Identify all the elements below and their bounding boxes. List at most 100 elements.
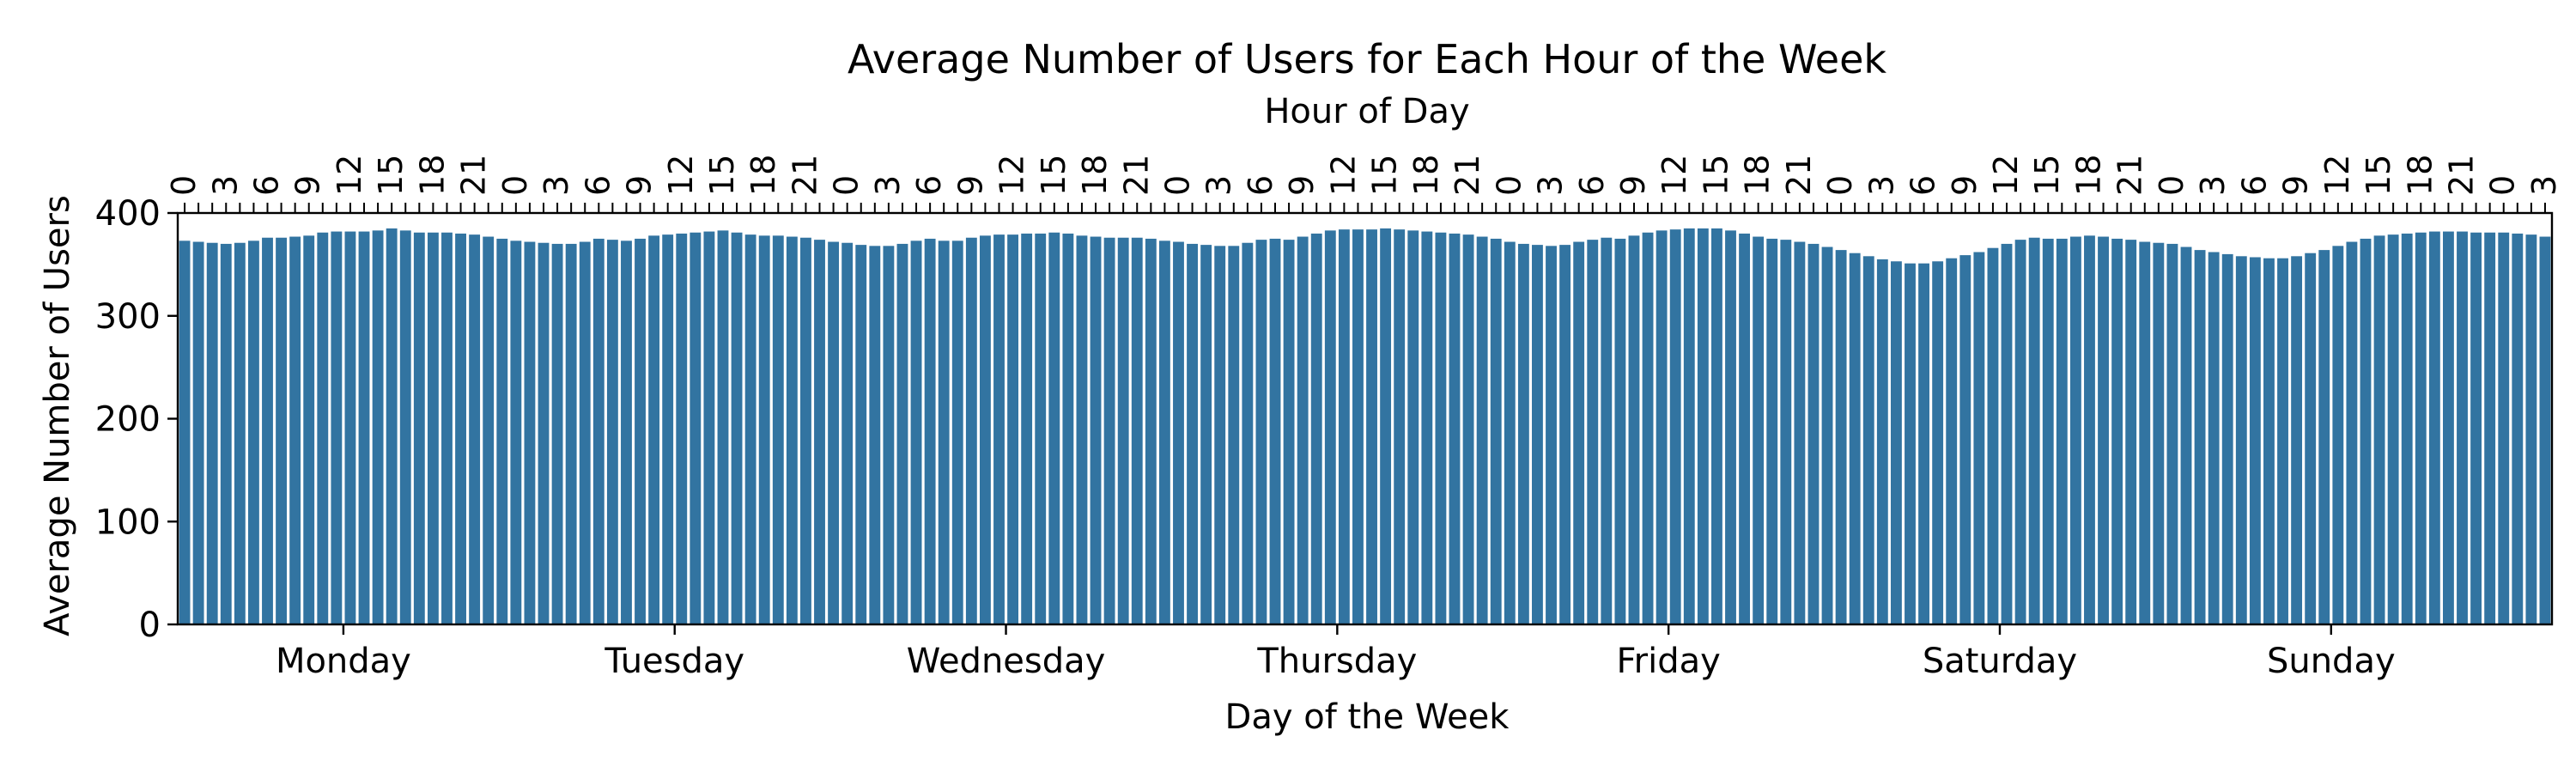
bar [1711, 228, 1722, 624]
hour-tick-label: 15 [1035, 155, 1072, 196]
bar [262, 237, 273, 624]
bar [1559, 245, 1571, 624]
bar [551, 243, 563, 624]
x-tick-label: Wednesday [907, 642, 1106, 681]
bar [1739, 233, 1751, 624]
bar [1145, 238, 1157, 624]
bar [2305, 253, 2317, 624]
bar [896, 243, 908, 624]
bar [1421, 231, 1433, 624]
bar [179, 240, 191, 624]
bar [2153, 242, 2165, 624]
hour-tick-label: 12 [993, 155, 1031, 196]
bar [1007, 234, 1018, 624]
bar [800, 237, 811, 624]
bar [1021, 233, 1033, 624]
bar [1380, 228, 1392, 624]
bar [1476, 236, 1488, 624]
bar [1546, 246, 1557, 624]
bar [1987, 247, 1999, 624]
bar [1905, 263, 1916, 624]
x-tick-label: Monday [276, 642, 411, 681]
hour-tick-label: 18 [1407, 155, 1445, 196]
bar [192, 241, 204, 624]
bar [1394, 229, 1406, 624]
bar [276, 237, 287, 624]
y-axis-ticks: 0 100 200 300 400 [95, 194, 178, 645]
hour-tick-label: 21 [1117, 155, 1155, 196]
bar [1890, 261, 1902, 624]
bar [993, 234, 1005, 624]
bar [1449, 233, 1461, 624]
bar [2208, 252, 2220, 624]
bar [1835, 250, 1847, 624]
bar [2180, 247, 2192, 624]
hour-tick-label: 21 [2443, 155, 2481, 196]
bar [1283, 240, 1295, 624]
bar [2428, 231, 2440, 624]
bar [1255, 240, 1267, 624]
x-tick-label: Thursday [1256, 642, 1417, 681]
bar [2014, 240, 2026, 624]
bar [455, 233, 466, 624]
hour-tick-label: 21 [455, 155, 493, 196]
bar [1753, 236, 1765, 624]
bar [2498, 232, 2510, 624]
bar [386, 228, 398, 624]
bar [1683, 228, 1695, 624]
bar [592, 238, 605, 624]
bar [1601, 237, 1613, 624]
bar [579, 241, 591, 624]
bar [910, 240, 922, 624]
hour-tick-label: 6 [1573, 175, 1611, 196]
bar [676, 233, 688, 624]
bar [1338, 229, 1350, 624]
x-axis-label: Day of the Week [1225, 697, 1510, 737]
bar [1504, 241, 1516, 624]
x-axis-day-ticks: Monday Tuesday Wednesday Thursday Friday Satu… [276, 624, 2396, 681]
hour-tick-label: 6 [579, 175, 617, 196]
bar [2539, 236, 2551, 624]
hour-tick-label: 18 [2069, 155, 2107, 196]
bar [2360, 238, 2372, 624]
hour-tick-label: 12 [662, 155, 700, 196]
bar [1587, 240, 1599, 624]
bar [483, 236, 495, 624]
bar [1407, 230, 1419, 624]
bar [2125, 240, 2137, 624]
bar [2028, 237, 2040, 624]
bar [772, 235, 784, 624]
bar [621, 240, 632, 624]
hour-tick-label: 15 [1366, 155, 1404, 196]
bar [1766, 238, 1778, 624]
hour-tick-label: 15 [372, 155, 410, 196]
bar [2263, 258, 2275, 624]
bar [606, 240, 618, 624]
bar [1187, 243, 1198, 624]
bar [2277, 258, 2288, 624]
hour-tick-label: 3 [206, 175, 244, 196]
y-tick-label: 100 [95, 502, 161, 542]
bar [951, 240, 963, 624]
bar [924, 238, 936, 624]
bar [1725, 230, 1736, 624]
bar [1269, 238, 1281, 624]
bar [1821, 247, 1833, 624]
bar [855, 245, 867, 624]
hour-tick-label: 3 [2194, 175, 2232, 196]
bar [469, 234, 481, 624]
bar [2194, 250, 2206, 624]
bar [2084, 235, 2095, 624]
bar [2221, 253, 2233, 624]
x-tick-label: Friday [1617, 642, 1721, 681]
bar [2443, 231, 2454, 624]
bar [510, 240, 522, 624]
bar [1807, 243, 1820, 624]
bar [1918, 263, 1929, 624]
bar [317, 232, 329, 624]
top-x-axis-label: Hour of Day [1264, 92, 1469, 131]
bar [979, 235, 991, 624]
bar [1214, 246, 1226, 624]
bar [1324, 230, 1336, 624]
hour-tick-label: 3 [538, 175, 575, 196]
